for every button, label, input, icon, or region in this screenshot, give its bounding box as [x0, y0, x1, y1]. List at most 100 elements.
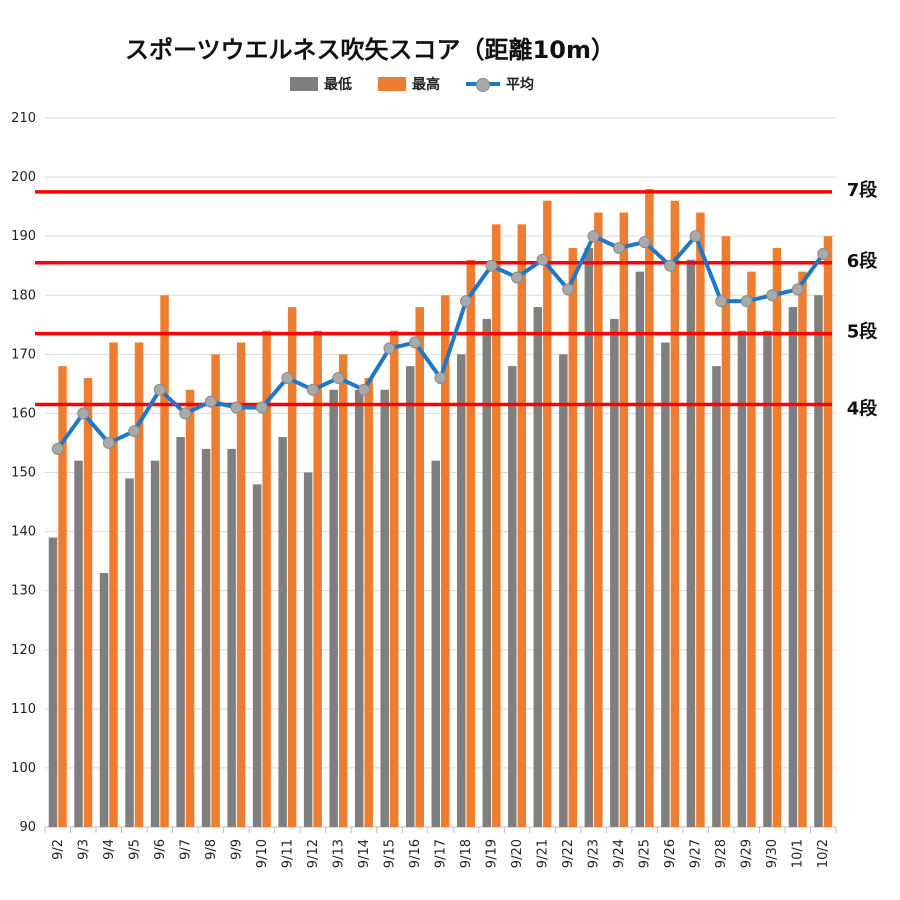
legend-item-avg: 平均: [466, 74, 534, 94]
legend-item-min: 最低: [290, 74, 352, 94]
x-tick-label: 9/19: [485, 839, 500, 868]
x-tick-label: 9/8: [204, 839, 219, 860]
bar-max: [747, 271, 756, 827]
x-tick-label: 9/9: [229, 839, 244, 860]
x-tick-label: 9/26: [663, 839, 678, 868]
x-tick-label: 9/30: [765, 839, 780, 868]
x-tick-label: 9/11: [280, 839, 295, 868]
x-tick-label: 9/7: [178, 839, 193, 860]
avg-point: [408, 336, 421, 349]
legend-swatch-max: [378, 77, 406, 91]
legend-swatch-avg: [466, 77, 500, 92]
x-tick-label: 9/2: [51, 839, 66, 860]
avg-point: [434, 371, 447, 384]
avg-point: [740, 295, 753, 308]
bar-min: [380, 389, 389, 827]
avg-point: [511, 271, 524, 284]
bar-max: [313, 330, 322, 827]
bar-max: [83, 377, 93, 827]
avg-point: [357, 383, 370, 396]
bar-max: [619, 212, 629, 828]
reference-line-label: 6段: [847, 250, 879, 272]
avg-point: [332, 371, 345, 384]
bar-max: [134, 342, 144, 827]
legend-label-avg: 平均: [506, 77, 534, 93]
bar-min: [252, 484, 262, 827]
chart-title: スポーツウエルネス吹矢スコア（距離10m）: [125, 36, 615, 64]
y-tick-label: 110: [11, 702, 36, 717]
bar-max: [466, 259, 476, 827]
avg-point: [613, 241, 626, 254]
bar-min: [125, 478, 134, 827]
bar-min: [201, 448, 211, 827]
avg-point: [230, 401, 243, 414]
avg-point: [204, 395, 217, 408]
bar-max: [543, 200, 552, 827]
bar-min: [814, 295, 823, 827]
y-tick-label: 170: [11, 347, 36, 362]
bar-min: [610, 318, 619, 827]
bar-max: [696, 212, 705, 828]
bar-max: [772, 247, 782, 827]
avg-point: [791, 283, 804, 296]
bar-max: [338, 354, 348, 827]
x-tick-label: 9/17: [434, 839, 449, 868]
x-tick-label: 9/4: [102, 839, 117, 860]
avg-point: [715, 295, 728, 308]
bar-min: [99, 572, 109, 827]
bar-max: [364, 377, 373, 827]
x-tick-label: 9/27: [689, 839, 704, 868]
bar-min: [227, 448, 236, 827]
y-tick-label: 180: [11, 288, 36, 303]
bar-max: [823, 236, 833, 827]
avg-point: [766, 289, 779, 302]
bar-max: [389, 330, 399, 827]
bar-max: [236, 342, 246, 827]
bar-max: [160, 295, 169, 827]
y-tick-label: 120: [11, 643, 36, 658]
y-tick-label: 130: [11, 584, 36, 599]
x-tick-label: 9/12: [306, 839, 321, 868]
bar-max: [645, 188, 654, 827]
avg-point: [383, 342, 396, 355]
avg-point: [306, 383, 319, 396]
bar-min: [712, 366, 721, 827]
bar-max: [262, 330, 271, 827]
x-tick-label: 9/25: [638, 839, 653, 868]
x-tick-label: 9/5: [127, 839, 142, 860]
x-tick-label: 9/16: [408, 839, 423, 868]
avg-point: [128, 425, 141, 438]
x-tick-label: 9/24: [612, 839, 627, 868]
x-tick-label: 9/6: [153, 839, 168, 860]
bar-min: [737, 330, 747, 827]
y-tick-label: 90: [19, 820, 36, 835]
avg-point: [536, 253, 549, 266]
x-tick-label: 9/23: [587, 839, 602, 868]
bar-max: [109, 342, 118, 827]
avg-point: [817, 247, 830, 260]
bar-min: [763, 330, 772, 827]
bar-min: [533, 307, 543, 828]
bar-max: [721, 236, 731, 827]
legend: 最低 最高 平均: [290, 74, 534, 94]
bar-min: [508, 366, 517, 827]
x-tick-label: 10/1: [791, 839, 806, 868]
bar-max: [670, 200, 680, 827]
bar-min: [686, 259, 696, 827]
x-tick-label: 9/29: [740, 839, 755, 868]
y-tick-label: 150: [11, 466, 36, 481]
bar-min: [635, 271, 645, 827]
avg-point: [179, 407, 192, 420]
x-tick-label: 9/21: [536, 839, 551, 868]
avg-point: [460, 295, 473, 308]
bar-max: [58, 366, 67, 827]
y-tick-label: 210: [11, 111, 36, 126]
y-tick-label: 100: [11, 761, 36, 776]
bar-min: [457, 354, 466, 827]
x-tick-label: 9/3: [76, 839, 91, 860]
bar-max: [211, 354, 220, 827]
avg-point: [562, 283, 575, 296]
bar-min: [405, 366, 415, 827]
bar-max: [415, 307, 424, 828]
reference-line-label: 7段: [847, 179, 879, 201]
